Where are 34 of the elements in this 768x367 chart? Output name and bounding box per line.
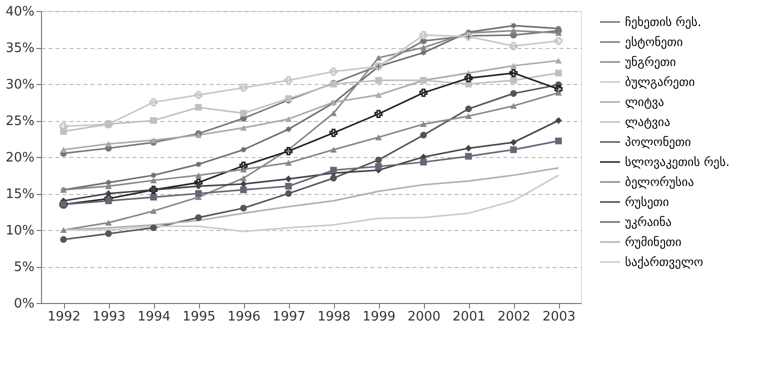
legend-label: ლატვია bbox=[625, 115, 670, 129]
y-tick-label: 15% bbox=[6, 187, 34, 202]
y-tick-label: 0% bbox=[14, 296, 34, 312]
x-tick-label: 1997 bbox=[272, 310, 306, 324]
legend-label: ესტონეთი bbox=[625, 35, 683, 49]
legend-label: საქართველო bbox=[625, 255, 704, 269]
x-tick-label: 1995 bbox=[182, 310, 216, 324]
legend-label: ლიტვა bbox=[625, 95, 664, 109]
y-tick-label: 10% bbox=[6, 224, 34, 238]
x-tick-label: 2001 bbox=[452, 310, 486, 324]
legend-label: პოლონეთი bbox=[625, 135, 691, 149]
y-tick-label: 20% bbox=[6, 150, 34, 166]
x-tick-label: 2002 bbox=[497, 310, 531, 324]
legend-label: რუსეთი bbox=[625, 195, 670, 209]
x-tick-label: 1998 bbox=[317, 310, 351, 324]
y-tick-label: 30% bbox=[6, 78, 34, 92]
legend-label: უკრაინა bbox=[625, 215, 672, 229]
legend-label: ჩეხეთის რეს. bbox=[625, 15, 702, 29]
legend-label: სლოვაკეთის რეს. bbox=[625, 155, 730, 169]
y-tick-label: 5% bbox=[14, 260, 34, 275]
x-tick-label: 2003 bbox=[542, 310, 576, 324]
legend-label: ბელორუსია bbox=[625, 175, 694, 189]
legend-label: ბულგარეთი bbox=[625, 75, 695, 89]
legend-label: უნგრეთი bbox=[625, 55, 676, 69]
x-tick-label: 1994 bbox=[137, 310, 171, 324]
y-tick-label: 40% bbox=[6, 4, 34, 20]
x-tick-label: 1992 bbox=[47, 310, 81, 324]
x-tick-label: 2000 bbox=[407, 310, 441, 324]
y-tick-label: 35% bbox=[6, 41, 34, 56]
y-tick-label: 25% bbox=[6, 114, 34, 129]
x-tick-label: 1993 bbox=[92, 310, 126, 324]
x-tick-label: 1999 bbox=[362, 310, 396, 324]
legend-label: რუმინეთი bbox=[625, 235, 682, 249]
x-tick-label: 1996 bbox=[227, 310, 261, 324]
